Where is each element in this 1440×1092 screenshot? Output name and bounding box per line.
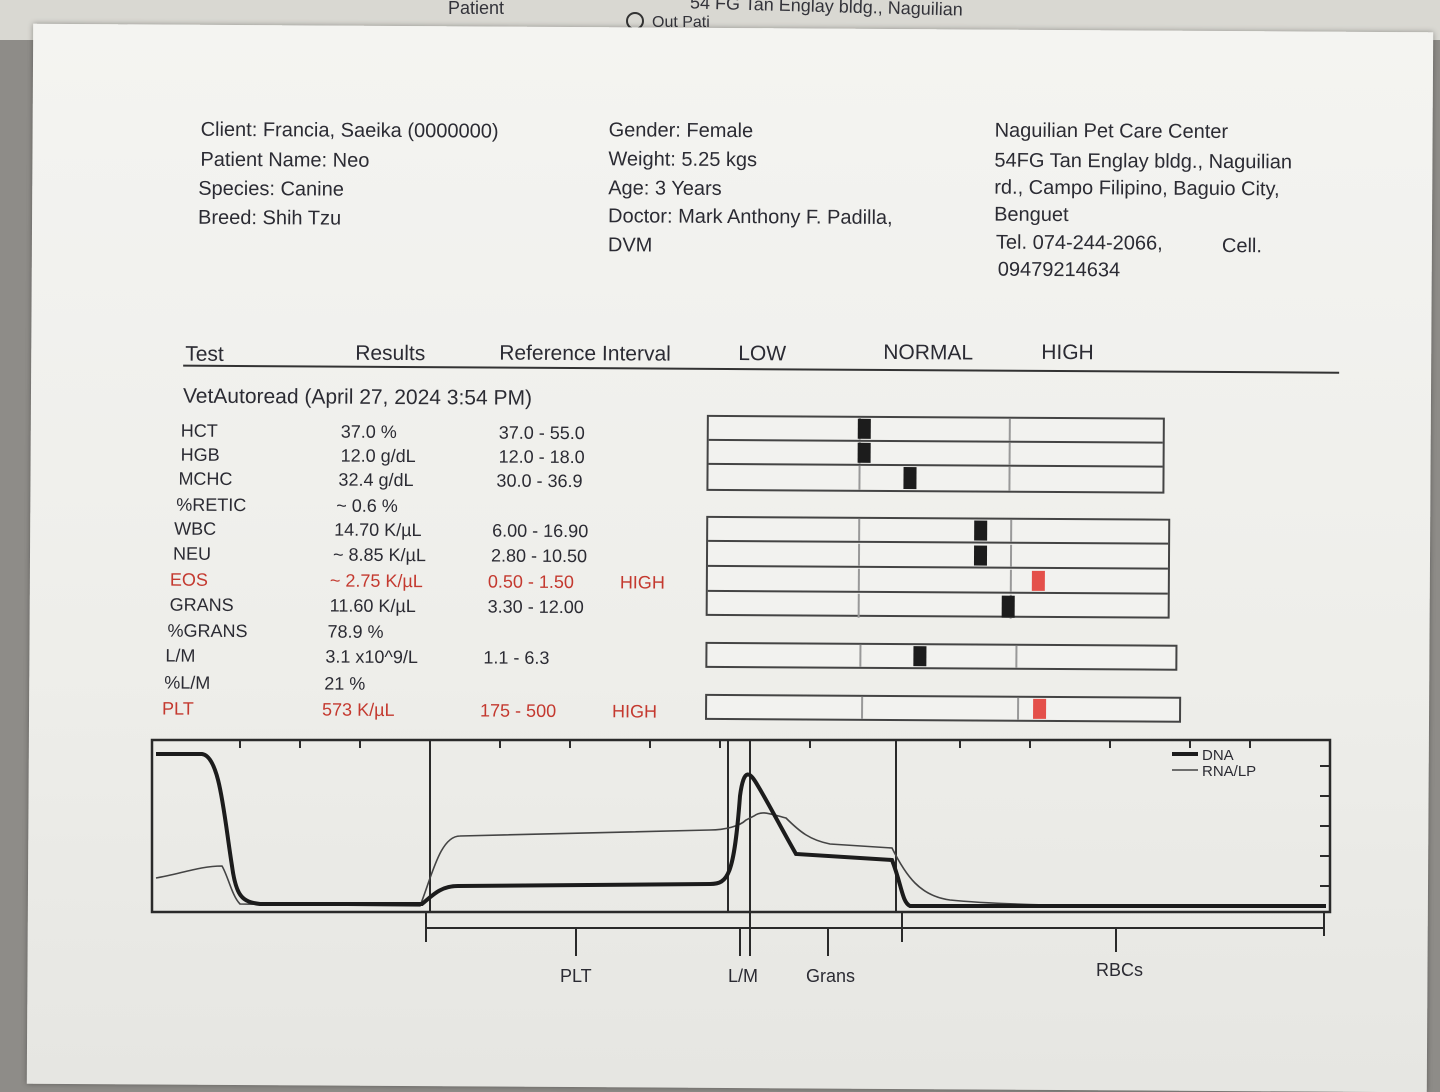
- gauge-wbc: [708, 517, 1169, 545]
- test-name-plt: PLT: [162, 698, 194, 719]
- result-grans: 11.60 K/µL: [329, 595, 416, 617]
- result-hgb: 12.0 g/dL: [340, 445, 416, 467]
- species: Species: Canine: [198, 177, 344, 201]
- test-name-neu: NEU: [172, 543, 212, 564]
- test-name-l-m: L/M: [165, 645, 196, 666]
- breed: Breed: Shih Tzu: [198, 206, 342, 230]
- reference-l-m: 1.1 - 6.3: [483, 647, 550, 668]
- header-test: Test: [185, 342, 224, 366]
- reference-grans: 3.30 - 12.00: [487, 596, 584, 618]
- reference-hgb: 12.0 - 18.0: [498, 446, 585, 468]
- clinic-name: Naguilian Pet Care Center: [994, 119, 1229, 144]
- test-name-hgb: HGB: [180, 444, 220, 465]
- header-high: HIGH: [1041, 340, 1094, 365]
- result-neu: ~ 8.85 K/µL: [332, 544, 427, 566]
- test-name-grans: %GRANS: [167, 620, 248, 642]
- clinic-address-line1: 54FG Tan Englay bldg., Naguilian: [994, 149, 1293, 174]
- flag-eos: HIGH: [619, 572, 665, 593]
- clinic-tel: Tel. 074-244-2066,: [995, 231, 1163, 255]
- histogram-frame: [150, 738, 1332, 914]
- run-title: VetAutoread (April 27, 2024 3:54 PM): [182, 384, 533, 410]
- test-name-grans: GRANS: [169, 594, 234, 615]
- legend-rna-label: RNA/LP: [1202, 763, 1256, 780]
- test-name-hct: HCT: [180, 420, 218, 441]
- gauge-mchc: [708, 465, 1162, 492]
- test-name-retic: %RETIC: [176, 494, 247, 516]
- result-mchc: 32.4 g/dL: [338, 469, 414, 491]
- reference-eos: 0.50 - 1.50: [487, 571, 574, 593]
- gauge-marker-mchc: [903, 467, 917, 490]
- result-grans: 78.9 %: [327, 621, 384, 642]
- result-wbc: 14.70 K/µL: [334, 519, 422, 541]
- region-label-plt: PLT: [560, 966, 592, 986]
- clinic-address-line3: Benguet: [994, 203, 1069, 227]
- gauge-marker-neu: [973, 545, 988, 566]
- gauge-grans: [708, 593, 1168, 620]
- header-reference-interval: Reference Interval: [499, 341, 671, 366]
- test-name-wbc: WBC: [174, 518, 217, 539]
- rna-lp-curve: [155, 812, 1326, 907]
- gauge-marker-wbc: [974, 520, 988, 541]
- gauge-marker-eos: [1031, 570, 1045, 591]
- gauge-hct: [708, 416, 1163, 444]
- header-results: Results: [355, 341, 426, 366]
- gauge-eos: [707, 567, 1168, 595]
- gauge-group-wbc: [705, 515, 1171, 620]
- clinic-cell-label: Cell.: [1221, 234, 1262, 258]
- result-hct: 37.0 %: [340, 421, 397, 442]
- client-name: Client: Francia, Saeika (0000000): [200, 118, 499, 143]
- gauge-group-rbc: [706, 414, 1165, 494]
- reference-mchc: 30.0 - 36.9: [496, 470, 583, 492]
- clinic-address-line2: rd., Campo Filipino, Baguio City,: [994, 176, 1280, 201]
- cell-distribution-histogram: DNA RNA/LP PLT L/M Grans RBCs: [150, 738, 1332, 986]
- gauge-marker-plt: [1033, 698, 1047, 719]
- histogram-top-ticks: [239, 740, 1251, 748]
- gauge-marker-lm: [913, 646, 927, 667]
- result-retic: ~ 0.6 %: [336, 495, 398, 516]
- reference-hct: 37.0 - 55.0: [498, 422, 585, 444]
- histogram-region-dividers: [429, 740, 897, 912]
- region-label-lm: L/M: [728, 966, 758, 986]
- gender: Gender: Female: [608, 119, 754, 143]
- weight: Weight: 5.25 kgs: [608, 148, 758, 172]
- gauge-marker-grans: [1001, 595, 1015, 618]
- result-eos: ~ 2.75 K/µL: [329, 570, 423, 592]
- gauge-marker-hgb: [857, 442, 871, 463]
- histogram-right-ticks: [1320, 765, 1330, 887]
- test-name-mchc: MCHC: [178, 468, 233, 489]
- clinic-cell: 09479214634: [997, 258, 1121, 282]
- doctor-title: DVM: [607, 234, 653, 257]
- reference-neu: 2.80 - 10.50: [490, 545, 588, 567]
- gauge-lm: [705, 641, 1178, 671]
- reference-plt: 175 - 500: [480, 700, 557, 721]
- background-patient-label: Patient: [448, 0, 505, 18]
- reference-wbc: 6.00 - 16.90: [492, 520, 589, 542]
- gauge-hgb: [708, 440, 1163, 468]
- patient-name: Patient Name: Neo: [200, 148, 370, 172]
- result-l-m: 21 %: [324, 673, 366, 694]
- header-normal: NORMAL: [883, 340, 974, 365]
- age: Age: 3 Years: [608, 177, 722, 200]
- region-label-rbcs: RBCs: [1096, 960, 1143, 980]
- gauge-plt: [705, 693, 1182, 723]
- dna-curve: [156, 752, 1326, 908]
- test-name-eos: EOS: [169, 569, 208, 590]
- doctor: Doctor: Mark Anthony F. Padilla,: [608, 205, 893, 229]
- gauge-neu: [707, 542, 1169, 570]
- gauge-marker-hct: [857, 418, 871, 439]
- header-low: LOW: [738, 342, 787, 366]
- result-l-m: 3.1 x10^9/L: [325, 646, 418, 668]
- legend-dna-label: DNA: [1202, 747, 1234, 764]
- histogram-bottom-ticks: [425, 912, 1325, 956]
- test-name-l-m: %L/M: [164, 672, 211, 693]
- flag-plt: HIGH: [612, 701, 658, 722]
- result-plt: 573 K/µL: [322, 699, 395, 720]
- region-label-grans: Grans: [806, 966, 855, 986]
